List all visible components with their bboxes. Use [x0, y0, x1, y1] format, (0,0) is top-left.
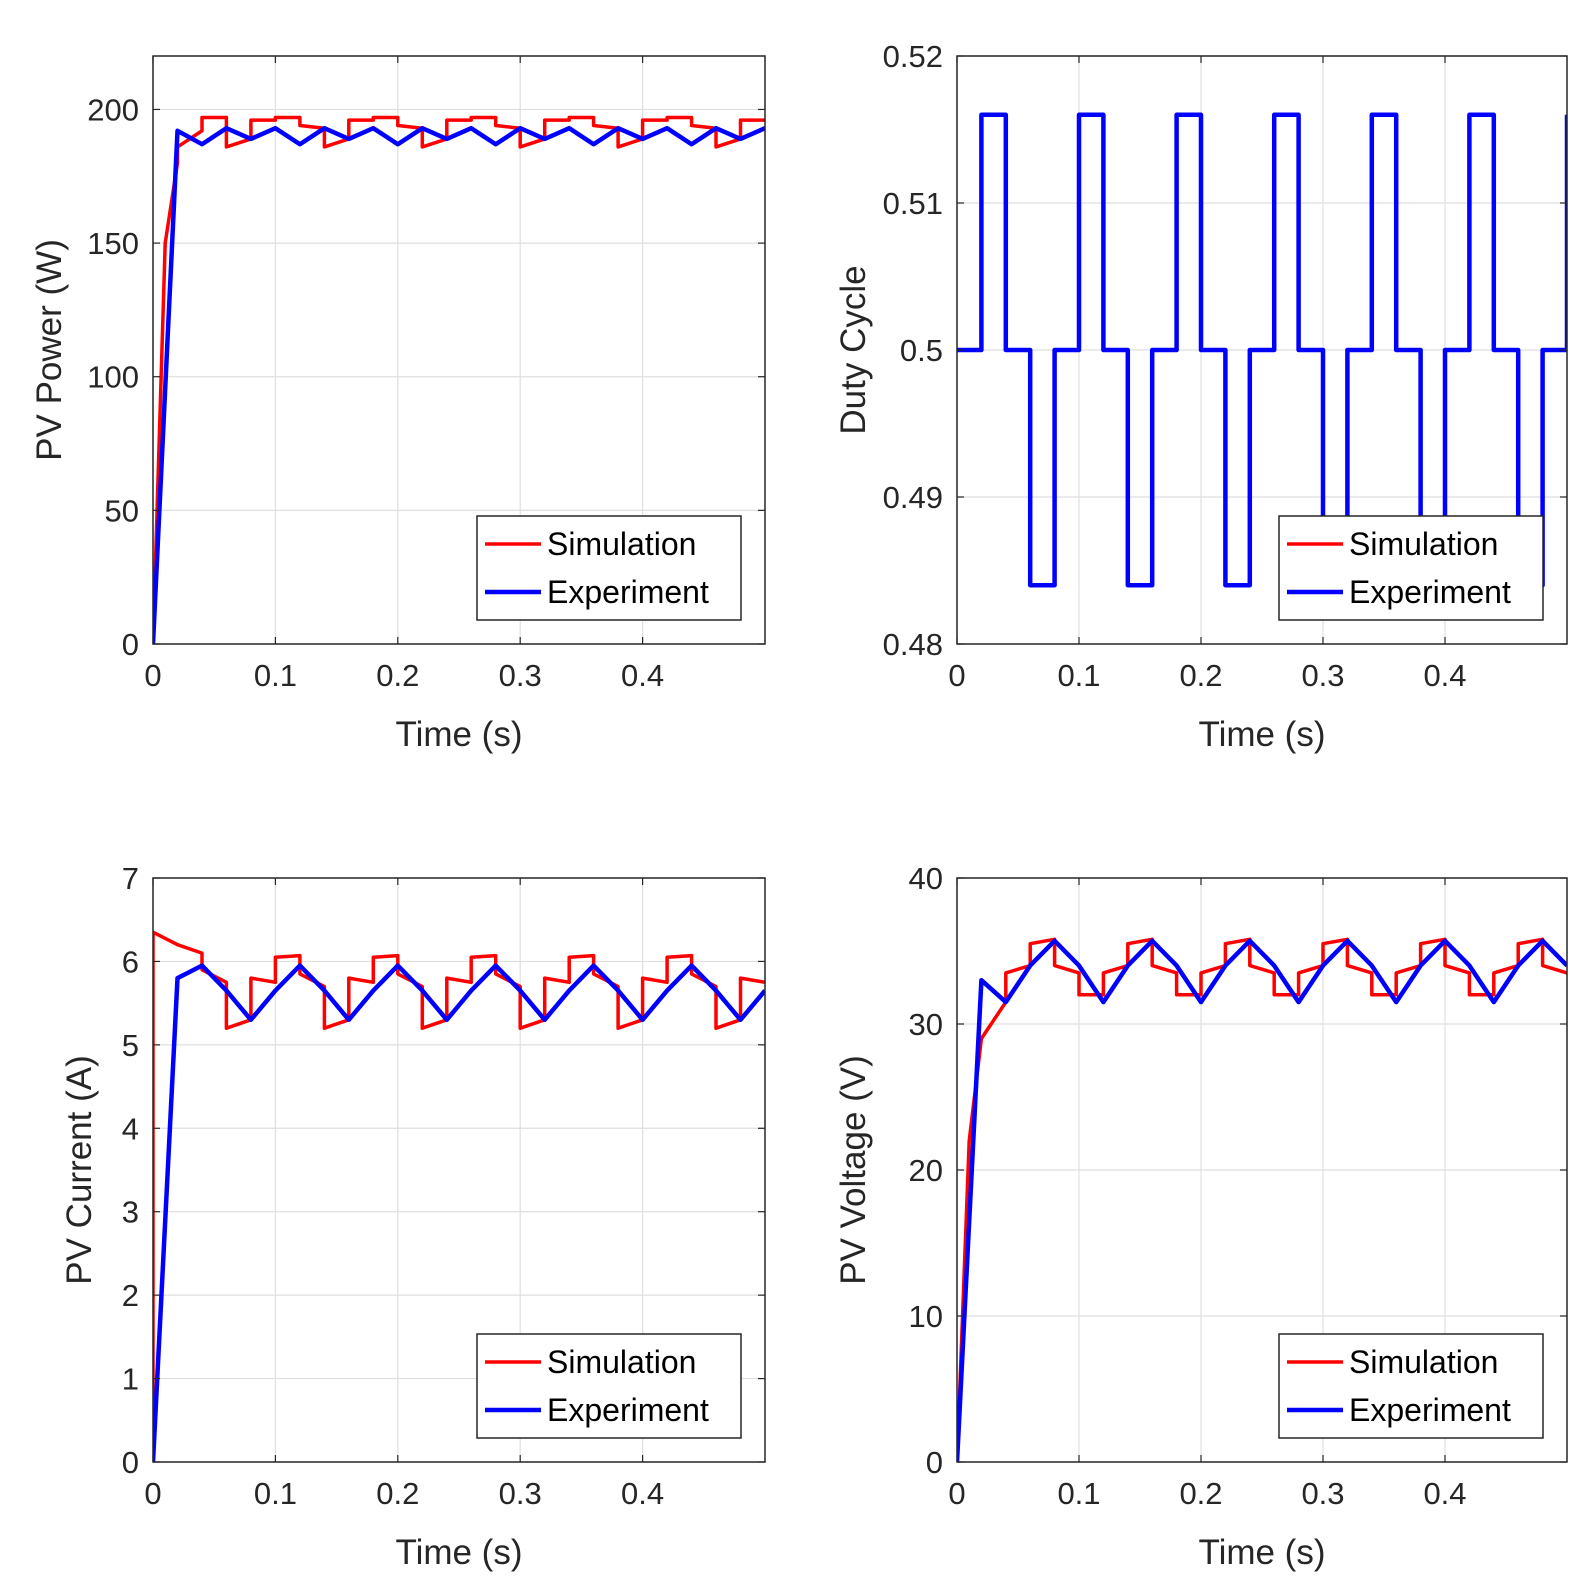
y-tick-label: 50: [105, 493, 139, 528]
y-tick-label: 150: [87, 226, 139, 261]
legend-box: [476, 1333, 742, 1439]
x-axis-label: Time (s): [395, 1533, 522, 1572]
y-tick-label: 20: [909, 1153, 943, 1188]
y-tick-label: 5: [122, 1028, 139, 1063]
legend-label: Experiment: [547, 574, 709, 610]
y-tick-label: 40: [909, 861, 943, 896]
x-tick-label: 0: [144, 658, 161, 693]
y-tick-label: 0.52: [883, 39, 943, 74]
y-axis-label: Duty Cycle: [834, 265, 873, 434]
x-tick-label: 0.2: [1179, 658, 1222, 693]
series-line-simulation: [153, 115, 765, 644]
legend-label: Simulation: [1349, 526, 1498, 562]
legend-label: Experiment: [1349, 1392, 1511, 1428]
series-line-simulation: [957, 937, 1567, 1462]
x-axis-label: Time (s): [395, 715, 522, 754]
y-tick-label: 30: [909, 1007, 943, 1042]
y-tick-label: 0: [926, 1445, 943, 1480]
legend: Simulation Experiment: [1278, 1333, 1544, 1439]
x-tick-label: 0: [144, 1476, 161, 1511]
x-tick-label: 0.2: [1179, 1476, 1222, 1511]
y-axis-label: PV Voltage (V): [834, 1055, 873, 1285]
subplot-1: 0 0.1 0.2 0.3 0.4 0 50 100 150 200 Time (s) PV Powe…: [30, 55, 766, 754]
y-tick-label: 0.48: [883, 627, 943, 662]
y-tick-label: 6: [122, 944, 139, 979]
y-tick-label: 0.49: [883, 480, 943, 515]
x-tick-label: 0.1: [1057, 1476, 1100, 1511]
legend-label: Experiment: [1349, 574, 1511, 610]
x-tick-label: 0.4: [621, 1476, 664, 1511]
y-tick-label: 3: [122, 1195, 139, 1230]
y-tick-label: 2: [122, 1278, 139, 1313]
y-tick-label: 0: [122, 627, 139, 662]
x-axis-label: Time (s): [1198, 1533, 1325, 1572]
y-axis-label: PV Current (A): [60, 1055, 99, 1285]
legend: Simulation Experiment: [1278, 515, 1544, 621]
y-tick-label: 0.5: [900, 333, 943, 368]
x-tick-label: 0.3: [1301, 1476, 1344, 1511]
x-tick-label: 0.4: [1423, 658, 1466, 693]
series-line-simulation: [153, 930, 765, 1462]
x-tick-label: 0.2: [376, 658, 419, 693]
y-tick-label: 4: [122, 1111, 139, 1146]
x-tick-label: 0: [948, 1476, 965, 1511]
x-axis-label: Time (s): [1198, 715, 1325, 754]
legend-label: Simulation: [1349, 1344, 1498, 1380]
x-tick-label: 0.1: [254, 1476, 297, 1511]
y-tick-label: 1: [122, 1362, 139, 1397]
subplot-2: 0 0.1 0.2 0.3 0.4 0.48 0.49 0.5 0.51 0.52 Time (s)…: [834, 39, 1568, 754]
y-axis-label: PV Power (W): [30, 239, 69, 461]
y-tick-label: 100: [87, 360, 139, 395]
axes-frame: [152, 877, 766, 1463]
series-line-experiment: [153, 125, 765, 644]
legend-box: [1278, 1333, 1544, 1439]
legend-label: Simulation: [547, 526, 696, 562]
legend-label: Simulation: [547, 1344, 696, 1380]
x-tick-label: 0.4: [621, 658, 664, 693]
y-tick-label: 200: [87, 92, 139, 127]
subplot-3: 0 0.1 0.2 0.3 0.4 0 1 2 3 4 5 6 7 Time (s) PV Current …: [60, 861, 766, 1572]
legend-box: [476, 515, 742, 621]
y-tick-label: 10: [909, 1299, 943, 1334]
x-tick-label: 0.1: [1057, 658, 1100, 693]
x-tick-label: 0: [948, 658, 965, 693]
x-tick-label: 0.3: [499, 658, 542, 693]
x-tick-label: 0.3: [499, 1476, 542, 1511]
series-line-experiment: [957, 112, 1567, 588]
y-tick-label: 7: [122, 861, 139, 896]
legend: Simulation Experiment: [476, 1333, 742, 1439]
series-line-experiment: [153, 963, 765, 1462]
x-tick-label: 0.4: [1423, 1476, 1466, 1511]
series-line-experiment: [957, 938, 1567, 1462]
axes-frame: [152, 55, 766, 645]
legend-label: Experiment: [547, 1392, 709, 1428]
x-tick-label: 0.2: [376, 1476, 419, 1511]
y-tick-label: 0.51: [883, 186, 943, 221]
y-tick-label: 0: [122, 1445, 139, 1480]
subplot-4: 0 0.1 0.2 0.3 0.4 0 10 20 30 40 Time (s) PV Voltage…: [834, 861, 1568, 1572]
legend: Simulation Experiment: [476, 515, 742, 621]
x-tick-label: 0.1: [254, 658, 297, 693]
x-tick-label: 0.3: [1301, 658, 1344, 693]
legend-box: [1278, 515, 1544, 621]
